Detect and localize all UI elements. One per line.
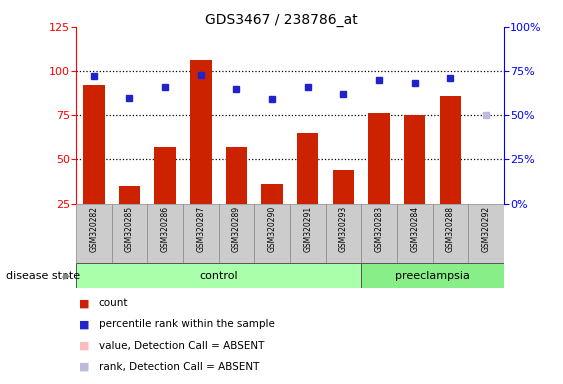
Bar bbox=[183, 204, 218, 263]
Bar bbox=[325, 204, 361, 263]
Text: percentile rank within the sample: percentile rank within the sample bbox=[99, 319, 274, 329]
Text: GSM320293: GSM320293 bbox=[339, 206, 348, 252]
Bar bbox=[333, 170, 354, 204]
Bar bbox=[154, 147, 176, 204]
Bar bbox=[76, 204, 111, 263]
Bar bbox=[261, 184, 283, 204]
Text: GSM320292: GSM320292 bbox=[481, 206, 490, 252]
Text: preeclampsia: preeclampsia bbox=[395, 270, 470, 281]
Text: disease state: disease state bbox=[6, 270, 80, 281]
Text: GSM320287: GSM320287 bbox=[196, 206, 205, 252]
Bar bbox=[361, 263, 504, 288]
Bar bbox=[432, 204, 468, 263]
Bar bbox=[76, 263, 361, 288]
Text: ■: ■ bbox=[79, 319, 90, 329]
Bar bbox=[190, 60, 212, 204]
Bar bbox=[111, 204, 148, 263]
Text: GSM320288: GSM320288 bbox=[446, 206, 455, 252]
Text: ■: ■ bbox=[79, 298, 90, 308]
Bar bbox=[290, 204, 325, 263]
Bar bbox=[148, 204, 183, 263]
Text: ■: ■ bbox=[79, 341, 90, 351]
Text: ▶: ▶ bbox=[63, 270, 70, 281]
Text: GSM320289: GSM320289 bbox=[232, 206, 241, 252]
Text: GSM320286: GSM320286 bbox=[160, 206, 169, 252]
Bar bbox=[361, 204, 397, 263]
Text: GSM320282: GSM320282 bbox=[90, 206, 99, 252]
Bar bbox=[218, 204, 254, 263]
Bar bbox=[226, 147, 247, 204]
Bar bbox=[468, 204, 504, 263]
Bar bbox=[397, 204, 432, 263]
Text: rank, Detection Call = ABSENT: rank, Detection Call = ABSENT bbox=[99, 362, 259, 372]
Text: GDS3467 / 238786_at: GDS3467 / 238786_at bbox=[205, 13, 358, 27]
Bar bbox=[119, 186, 140, 204]
Bar bbox=[297, 133, 319, 204]
Text: control: control bbox=[199, 270, 238, 281]
Text: ■: ■ bbox=[79, 362, 90, 372]
Text: GSM320285: GSM320285 bbox=[125, 206, 134, 252]
Bar bbox=[254, 204, 290, 263]
Text: GSM320290: GSM320290 bbox=[267, 206, 276, 252]
Text: GSM320284: GSM320284 bbox=[410, 206, 419, 252]
Bar bbox=[83, 85, 105, 204]
Text: GSM320291: GSM320291 bbox=[303, 206, 312, 252]
Text: GSM320283: GSM320283 bbox=[374, 206, 383, 252]
Text: value, Detection Call = ABSENT: value, Detection Call = ABSENT bbox=[99, 341, 264, 351]
Bar bbox=[440, 96, 461, 204]
Text: count: count bbox=[99, 298, 128, 308]
Bar bbox=[404, 115, 426, 204]
Bar bbox=[368, 113, 390, 204]
